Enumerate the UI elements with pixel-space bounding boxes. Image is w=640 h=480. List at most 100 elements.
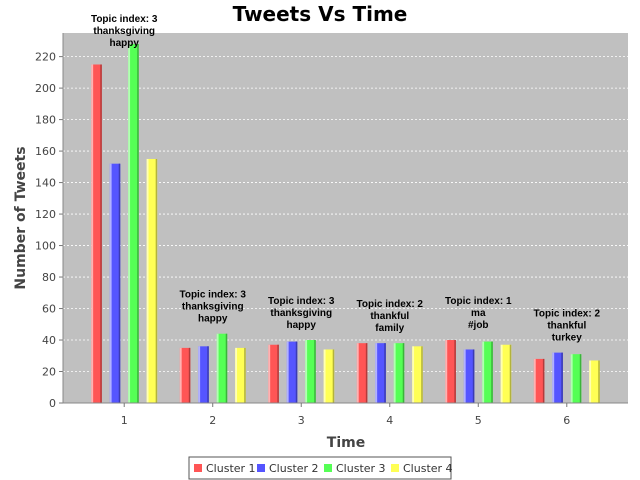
annotation-line: Topic index: 3	[268, 296, 335, 307]
bar	[323, 349, 335, 403]
legend-label: Cluster 1	[206, 462, 256, 475]
bar-highlight	[179, 347, 182, 403]
legend-swatch	[324, 464, 332, 472]
bar-edge	[402, 343, 405, 403]
bar	[482, 341, 493, 403]
annotation-line: thanksgiving	[93, 26, 155, 37]
bar-highlight	[552, 352, 555, 403]
bar-edge	[207, 346, 209, 403]
y-tick-label: 60	[42, 303, 56, 316]
annotation: Topic index: 2 thankful turkey	[534, 309, 601, 344]
x-tick-label: 3	[298, 414, 305, 427]
bar-edge	[225, 333, 228, 403]
y-tick-label: 180	[35, 114, 56, 127]
bar-highlight	[412, 346, 415, 403]
annotation-line: happy	[198, 314, 228, 325]
bar-edge	[314, 340, 316, 403]
x-axis-label: Time	[327, 435, 365, 451]
bar-highlight	[570, 354, 573, 403]
y-tick-label: 200	[35, 82, 56, 95]
bar-highlight	[323, 349, 326, 403]
bar-highlight	[235, 347, 238, 403]
x-tick-label: 5	[475, 414, 482, 427]
y-tick-label: 40	[42, 334, 56, 347]
bar-highlight	[533, 358, 536, 403]
annotation-line: ma	[471, 308, 486, 319]
y-tick-label: 140	[35, 177, 56, 190]
y-tick-label: 100	[35, 240, 56, 253]
bar-highlight	[91, 64, 94, 403]
legend-swatch	[194, 464, 202, 472]
bar-highlight	[146, 158, 149, 403]
bar	[286, 341, 298, 403]
y-axis-label: Number of Tweets	[13, 146, 29, 289]
bar-edge	[454, 340, 456, 403]
y-tick-label: 0	[49, 397, 56, 410]
bar-edge	[277, 344, 279, 403]
annotation-line: Topic index: 2	[534, 309, 601, 320]
x-tick-label: 2	[209, 414, 216, 427]
legend-label: Cluster 2	[269, 462, 319, 475]
y-tick-label: 20	[42, 366, 56, 379]
annotation: Topic index: 3 thanksgiving happy	[91, 14, 158, 49]
bar-edge	[509, 344, 512, 403]
bar-highlight	[393, 343, 396, 403]
bar-highlight	[482, 341, 485, 403]
bar	[570, 354, 582, 403]
bar	[356, 343, 368, 403]
x-tick-labels: 1 2 3 4 5 6	[121, 414, 571, 427]
annotation-line: family	[375, 323, 404, 334]
bar	[463, 349, 475, 403]
bar	[445, 340, 456, 403]
bar	[268, 344, 279, 403]
bar	[305, 340, 316, 403]
x-tick-label: 1	[121, 414, 128, 427]
x-tick-label: 4	[386, 414, 393, 427]
bar	[91, 64, 102, 403]
bar-edge	[421, 346, 423, 403]
bar-highlight	[356, 343, 359, 403]
bar-edge	[332, 349, 335, 403]
bar	[393, 343, 405, 403]
bar-highlight	[128, 44, 131, 404]
bar-highlight	[500, 344, 503, 403]
annotation-line: thanksgiving	[270, 308, 332, 319]
legend-swatch	[257, 464, 265, 472]
bar-edge	[598, 360, 600, 403]
annotation: Topic index: 1 ma #job	[445, 296, 512, 331]
annotation-line: happy	[109, 38, 139, 49]
bar-highlight	[286, 341, 289, 403]
bar-highlight	[109, 163, 112, 403]
annotation-line: Topic index: 2	[357, 299, 424, 310]
bar	[146, 158, 158, 403]
chart-title: Tweets Vs Time	[233, 2, 408, 26]
annotation: Topic index: 2 thankful family	[357, 299, 424, 334]
annotation: Topic index: 3 thanksgiving happy	[268, 296, 335, 331]
y-tick-label: 160	[35, 145, 56, 158]
annotation: Topic index: 3 thanksgiving happy	[179, 290, 246, 325]
annotation-line: thankful	[547, 321, 586, 332]
bar-highlight	[445, 340, 448, 403]
bar	[500, 344, 512, 403]
annotation-line: Topic index: 3	[179, 290, 246, 301]
bar	[198, 346, 209, 403]
bar	[533, 358, 545, 403]
legend-label: Cluster 4	[403, 462, 453, 475]
bar-edge	[542, 358, 545, 403]
bar-edge	[155, 158, 158, 403]
bar-edge	[579, 354, 582, 403]
bar	[412, 346, 423, 403]
bar-edge	[561, 352, 563, 403]
x-tick-label: 6	[563, 414, 570, 427]
annotation-line: thanksgiving	[182, 302, 244, 313]
annotation-line: happy	[287, 320, 317, 331]
bar	[375, 343, 386, 403]
bar-highlight	[305, 340, 308, 403]
bar-edge	[365, 343, 368, 403]
bar-edge	[188, 347, 191, 403]
bar	[589, 360, 600, 403]
bar	[109, 163, 121, 403]
bar-edge	[100, 64, 102, 403]
